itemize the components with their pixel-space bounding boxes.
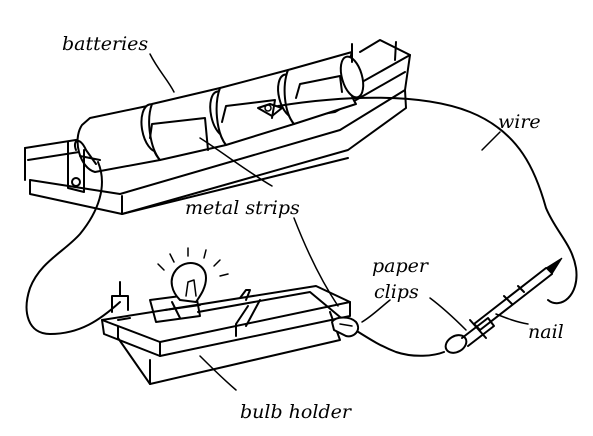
leader-bulb-holder [199, 355, 237, 391]
label-bulb-holder: bulb holder [240, 401, 353, 423]
leader-nail [495, 313, 529, 325]
wires [25, 96, 578, 357]
left-terminal [67, 140, 101, 193]
label-nail: nail [528, 321, 564, 343]
label-batteries: batteries [62, 33, 148, 55]
holder-metal-strip [197, 289, 360, 338]
leader-metal-strips-right [293, 217, 339, 307]
leader-paper-clips-left [361, 299, 391, 323]
leader-metal-strips-left [199, 137, 273, 187]
nail [444, 257, 563, 354]
leader-wire [481, 131, 501, 151]
light-bulb [157, 247, 229, 303]
bulb-holder [101, 285, 351, 385]
leader-lines [149, 53, 529, 391]
label-metal-strips: metal strips [185, 197, 300, 219]
label-clips: clips [374, 281, 419, 303]
leader-batteries [149, 53, 175, 93]
holder-left-post [111, 281, 131, 321]
right-terminal [257, 103, 283, 117]
wire-to-nail [277, 96, 578, 305]
wire-to-paper-clip [351, 327, 445, 357]
leader-paper-clips-right [429, 297, 467, 331]
battery-cylinders [76, 51, 365, 173]
battery-metal-strips [149, 41, 397, 151]
label-paper: paper [372, 255, 430, 277]
label-wire: wire [498, 111, 541, 133]
wire-to-bulb-holder [25, 161, 121, 335]
